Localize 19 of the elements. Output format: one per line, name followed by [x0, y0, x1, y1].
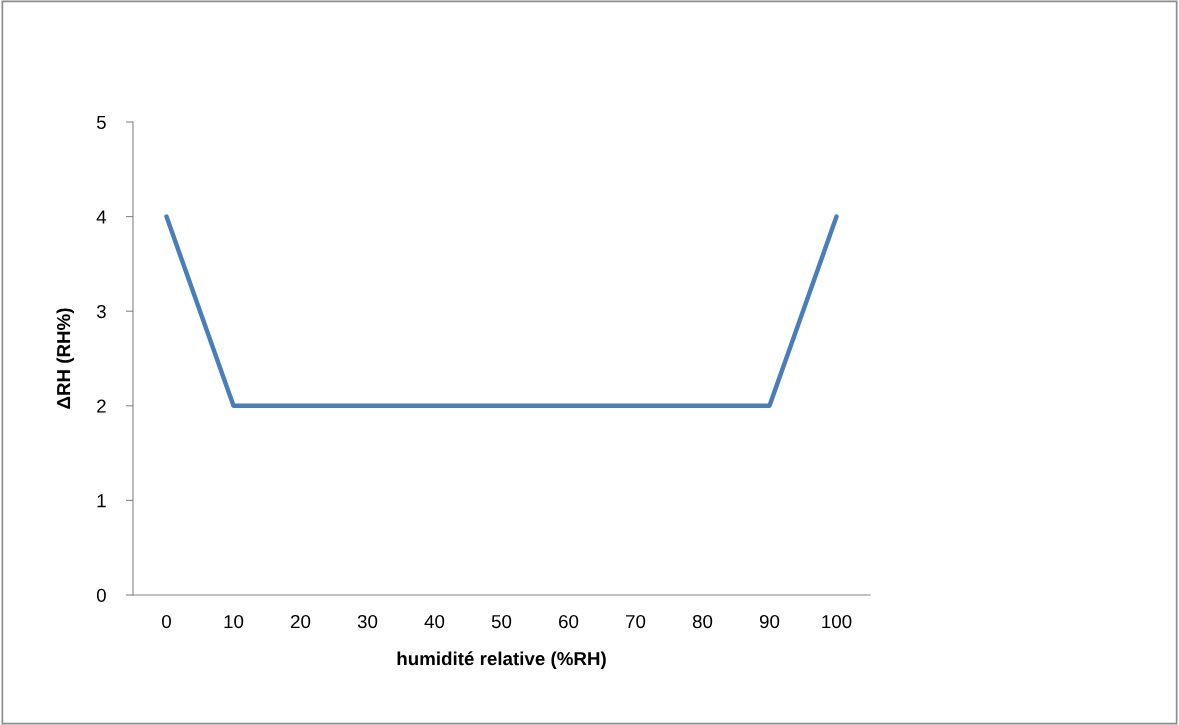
x-tick-label: 20	[291, 614, 311, 629]
y-tick-label: 3	[96, 304, 106, 319]
x-tick-label: 30	[357, 614, 378, 629]
x-tick-label: 0	[162, 614, 171, 629]
x-tick-label: 60	[559, 614, 579, 629]
x-tick-label: 10	[224, 614, 244, 629]
x-tick-label: 90	[759, 614, 780, 629]
x-tick-label: 70	[626, 614, 646, 629]
y-tick-label: 1	[97, 494, 106, 508]
x-axis-title: humidité relative (%RH)	[397, 651, 606, 670]
y-tick-label: 0	[96, 588, 106, 602]
y-tick-label: 4	[96, 210, 107, 224]
y-axis-title: ΔRH (RH%)	[56, 308, 74, 409]
x-tick-label: 100	[822, 614, 852, 629]
x-tick-label: 80	[692, 614, 713, 629]
x-tick-label: 40	[424, 614, 445, 629]
y-tick-label: 2	[97, 399, 106, 413]
x-tick-label: 50	[491, 614, 512, 629]
y-tick-label: 5	[96, 115, 106, 129]
